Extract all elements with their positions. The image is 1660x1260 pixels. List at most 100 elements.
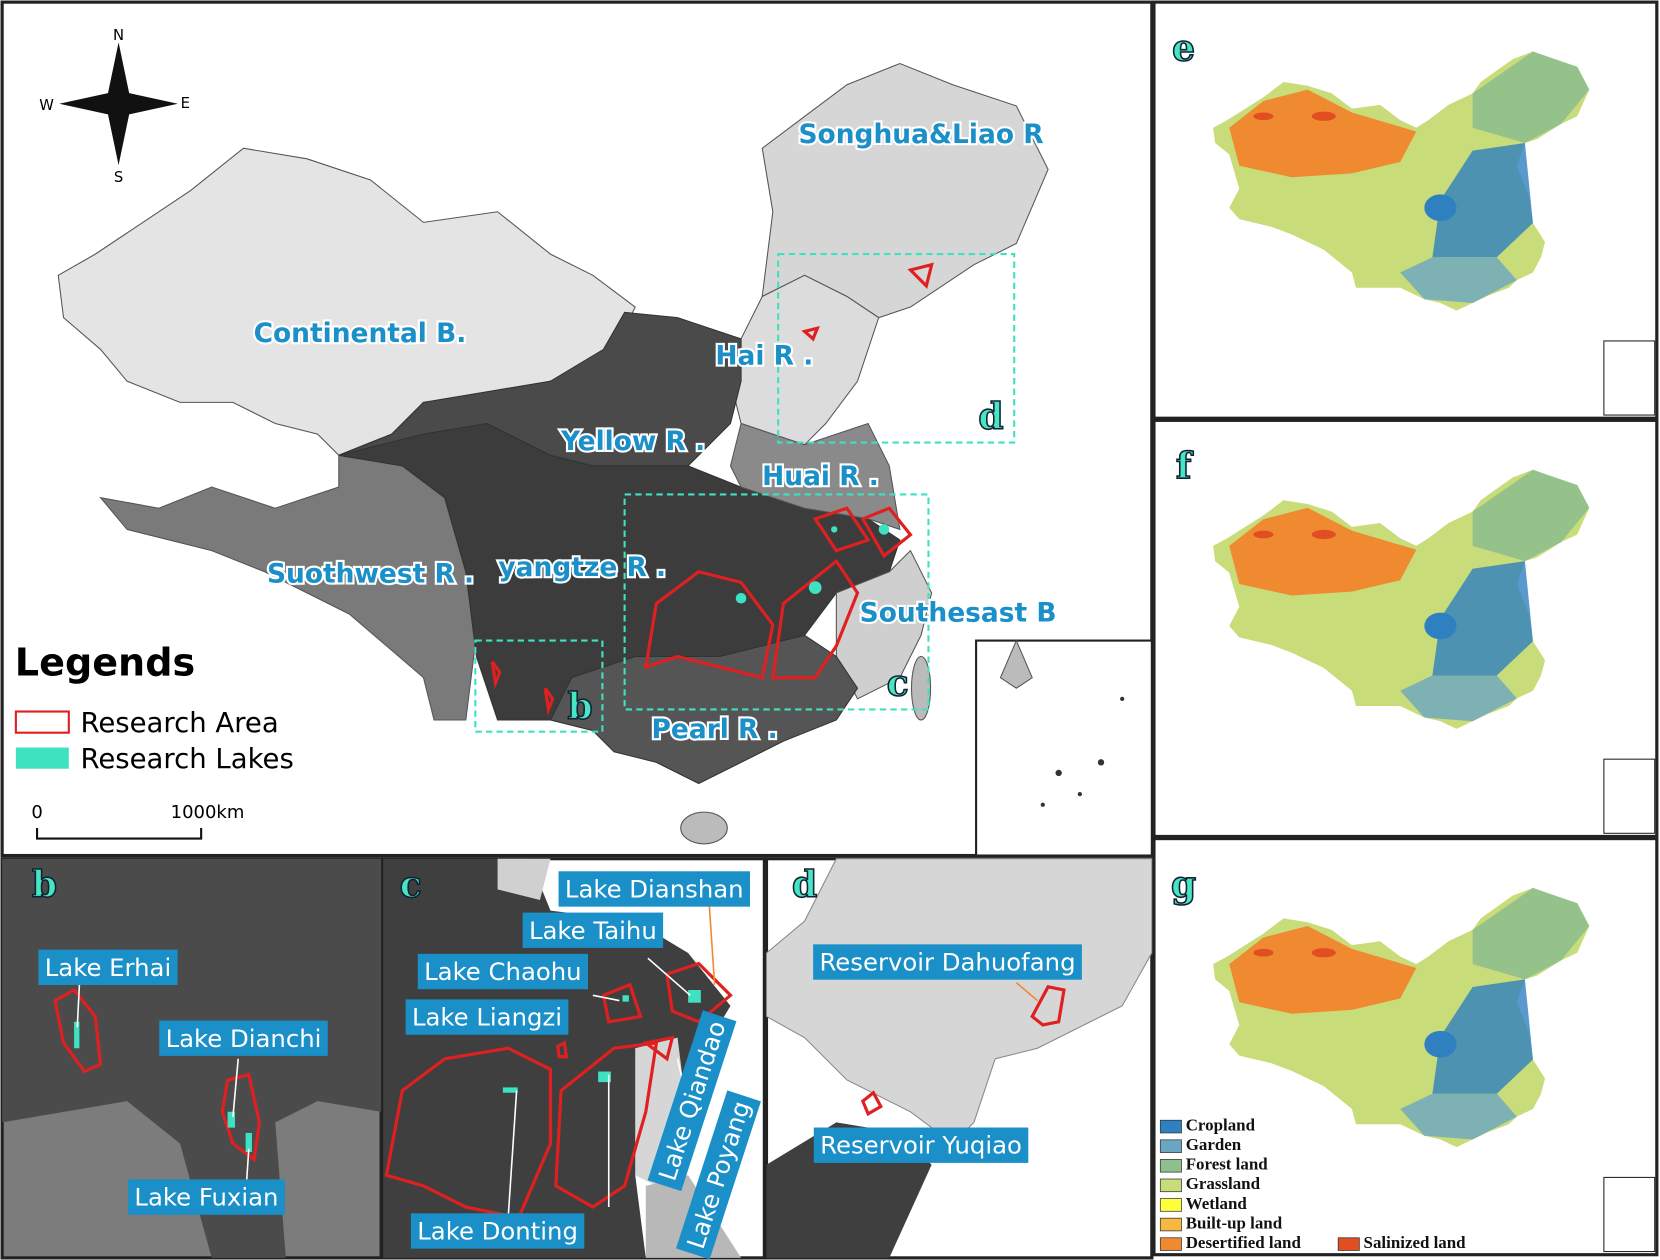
lake-label: Lake Liangzi [412,1003,562,1032]
compass-label: W [39,97,54,114]
basin-label: Continental B. [254,318,467,349]
tag: Reservoir Yuqiao [813,1127,1029,1163]
land-patch [1424,1030,1457,1058]
land-patch [1229,926,1417,1014]
china-map [1213,469,1590,729]
lake-label: Lake Fuxian [134,1183,278,1212]
inset-box [1603,340,1656,416]
reservoir-label: Reservoir Dahuofang [819,948,1075,977]
tag: Lake Erhai [38,949,178,986]
land-patch [1432,561,1533,676]
tag: Lake Taihu [522,912,664,948]
panel-letter: c [400,864,422,906]
panel-letter: f [1176,446,1194,488]
basin-label: Suothwest R . [267,558,474,589]
legend-label: Garden [1186,1135,1242,1154]
land-use-map: e [1152,0,1659,420]
legend-title: Legends [15,640,195,684]
land-patch [1472,887,1590,980]
reservoir-label: Reservoir Yuqiao [820,1131,1022,1160]
land-use-map: f [1152,418,1659,839]
panel-letter: b [32,864,57,906]
label-box [159,1020,328,1056]
land-patch [1432,142,1533,258]
scale-label: 0 [31,802,42,823]
legend-label: Salinized land [1364,1233,1467,1252]
tag: Lake Liangzi [405,999,569,1035]
inset-box [1603,1176,1656,1253]
land-patch [1253,530,1274,539]
label-box [647,1010,737,1192]
china-map [1213,51,1590,311]
tag: Lake Dianshan [558,871,750,907]
legend-swatch [1159,1217,1182,1232]
legend-label: Desertified land [1186,1233,1302,1252]
legend-swatch [1159,1139,1182,1153]
land-patch [1253,948,1274,957]
land-patch [1400,675,1517,722]
land-patch [1311,529,1336,540]
lake-label: Lake Taihu [529,916,657,945]
legend-label: Grassland [1186,1174,1261,1193]
legend-item: Research Area [80,707,278,739]
basin-label: Songhua&Liao R [798,119,1043,150]
tag: Lake Chaohu [417,953,588,990]
legend-item: Research Lakes [80,743,293,775]
label-box [405,999,569,1035]
legend-swatch [1159,1159,1182,1173]
land-patch [1432,979,1533,1094]
label-box [522,912,664,948]
label-box [813,1127,1029,1163]
label-box [558,871,750,907]
land-patch [1424,194,1457,222]
label-box [813,944,1082,980]
panel-letter: d [792,864,817,906]
land-patch [1229,507,1417,596]
land-patch [1472,51,1590,143]
basin-label: Hai R . [715,340,813,371]
scale-label: 1000km [171,802,245,823]
land-patch [1472,469,1590,562]
compass-label: E [181,95,190,112]
panel-b: b Lake Erhai Lake Dianchi Lake Fuxian [0,857,383,1260]
legend-swatch [1159,1119,1182,1134]
panel-c: c Lake Dianshan Lake Taihu Lake Chaohu L… [381,857,766,1260]
lake-label: Lake Dianchi [166,1024,322,1053]
inset-letter: b [568,686,593,728]
lake-label: Lake Dianshan [565,874,744,903]
land-patch [1424,612,1457,640]
compass-label: S [114,169,123,186]
label-box [676,1090,761,1260]
tag: Lake Donting [410,1213,585,1249]
basin-label: Pearl R . [652,714,778,745]
tag: Lake Fuxian [128,1179,285,1215]
land-patch [1229,89,1417,178]
land-patch [1253,112,1274,121]
legend-swatch [1337,1237,1360,1251]
land-patch [1400,257,1517,304]
legend-swatch [1159,1237,1182,1251]
inset-letter: c [887,663,909,705]
legend-label: Forest land [1186,1155,1269,1174]
basin-label: Huai R . [762,461,879,492]
basin-label: yangtze R . [498,552,666,583]
lake-label: Lake Erhai [45,953,171,982]
lake-label: Lake Donting [417,1216,578,1245]
main-map: N S W E Songhua&Liao R Continental B. Ha… [0,0,1154,858]
compass-label: N [113,27,124,44]
legend-label: Cropland [1186,1115,1256,1134]
label-box [38,949,178,986]
legend-label: Wetland [1186,1194,1248,1213]
land-use-map: g [1152,837,1659,1257]
land-patch [1400,1093,1517,1140]
label-box [417,953,588,990]
panel-d: d Reservoir Dahuofang Reservoir Yuqiao [764,857,1154,1260]
panel-letter: e [1172,27,1195,69]
label-box [410,1213,585,1249]
legend-label: Built-up land [1186,1213,1283,1232]
label-box [128,1179,285,1215]
inset-box [1603,758,1656,834]
